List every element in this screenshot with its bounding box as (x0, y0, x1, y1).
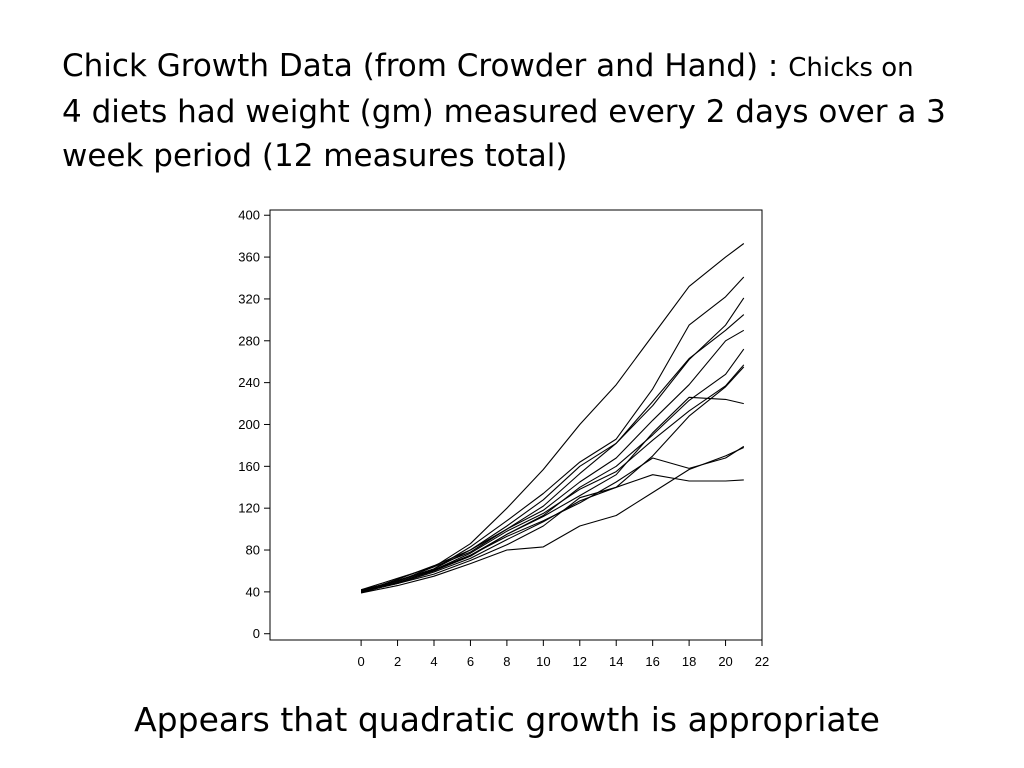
slide-title: Chick Growth Data (from Crowder and Hand… (62, 44, 962, 178)
chick-growth-chart: 0 40 80 120 160 200 240 280 320 360 400 0 2 4 6 8 10 12 14… (200, 200, 800, 680)
series-line (360, 474, 744, 593)
series-line (360, 447, 745, 594)
series-line (360, 276, 745, 592)
x-tick-label: 6 (467, 654, 474, 669)
y-tick-label: 280 (238, 333, 260, 348)
y-tick-label: 120 (238, 501, 260, 516)
x-tick-label: 14 (609, 654, 623, 669)
title-rest: 4 diets had weight (gm) measured every 2… (62, 94, 946, 174)
y-tick-label: 360 (238, 250, 260, 265)
series-line (360, 364, 745, 592)
series-line (360, 314, 745, 592)
title-small: Chicks on (788, 53, 914, 83)
series-line (360, 243, 745, 591)
series-line (360, 297, 745, 593)
series-line (360, 396, 744, 594)
x-tick-label: 10 (536, 654, 550, 669)
y-tick-label: 40 (246, 584, 260, 599)
x-tick-label: 2 (394, 654, 401, 669)
y-tick-label: 0 (253, 626, 260, 641)
x-tick-label: 16 (645, 654, 659, 669)
x-tick-label: 12 (573, 654, 587, 669)
y-tick-label: 400 (238, 208, 260, 223)
series-line (360, 348, 745, 593)
series-line (360, 329, 745, 591)
x-tick-label: 0 (357, 654, 364, 669)
y-tick-label: 200 (238, 417, 260, 432)
x-tick-label: 18 (682, 654, 696, 669)
x-tick-label: 4 (430, 654, 437, 669)
x-tick-label: 8 (503, 654, 510, 669)
y-tick-label: 160 (238, 459, 260, 474)
title-main: Chick Growth Data (from Crowder and Hand… (62, 48, 789, 84)
slide-caption: Appears that quadratic growth is appropr… (134, 700, 880, 739)
y-tick-label: 80 (246, 543, 260, 558)
y-tick-label: 240 (238, 375, 260, 390)
chart-svg: 0 40 80 120 160 200 240 280 320 360 400 0 2 4 6 8 10 12 14… (238, 208, 769, 669)
plot-frame (269, 209, 763, 641)
y-tick-label: 320 (238, 291, 260, 306)
x-tick-label: 20 (718, 654, 732, 669)
x-tick-label: 22 (755, 654, 769, 669)
